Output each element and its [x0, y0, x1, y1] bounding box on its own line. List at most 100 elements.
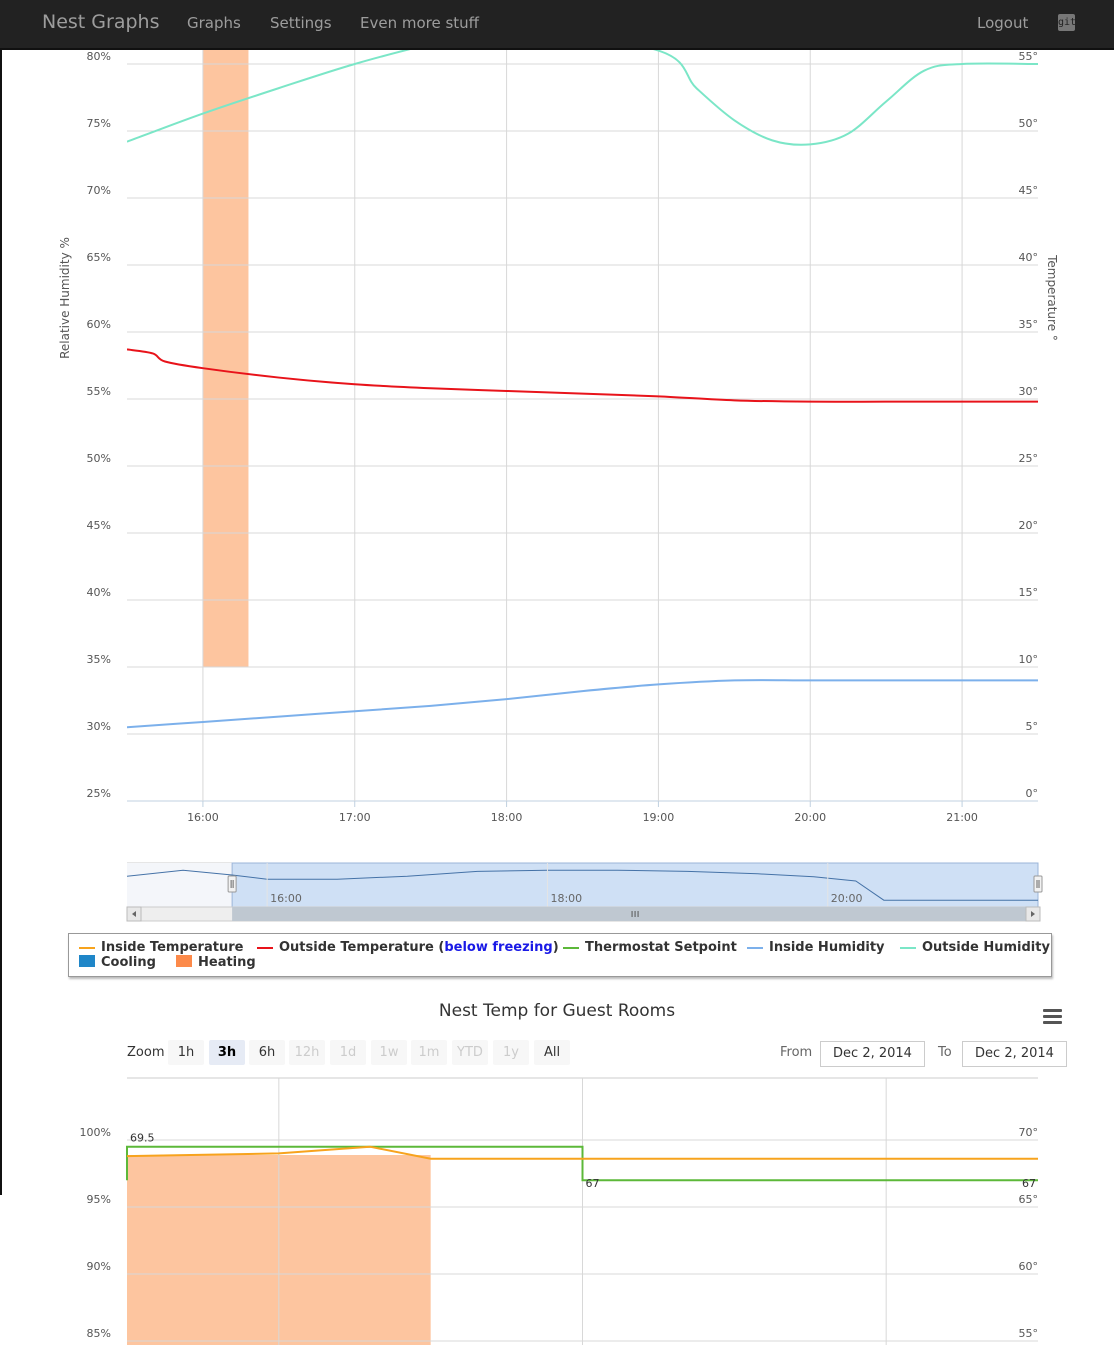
navigator-series	[126, 869, 1038, 901]
below-freezing-link[interactable]: below freezing	[444, 940, 553, 955]
git-icon[interactable]: git	[1058, 14, 1076, 31]
nav-graphs[interactable]: Graphs	[187, 14, 241, 32]
zoom-button-1y: 1y	[493, 1040, 529, 1065]
legend-heating[interactable]: Heating	[176, 955, 256, 970]
zoom-button-1d: 1d	[330, 1040, 366, 1065]
swatch-cooling	[79, 955, 95, 967]
y-right-tick-0: 55°	[1019, 50, 1039, 63]
swatch-thermostat-setpoint	[563, 946, 579, 949]
legend-outside-humidity[interactable]: Outside Humidity	[900, 940, 1050, 955]
navbar: Nest Graphs Graphs Settings Even more st…	[0, 0, 1114, 50]
chart2-y-left-tick-1: 95%	[87, 1193, 111, 1206]
navigator-handle-1[interactable]	[1033, 875, 1043, 893]
chevron-left-icon	[132, 911, 136, 917]
series-outside-humidity	[127, 50, 1038, 146]
swatch-inside-humidity	[747, 946, 763, 949]
y-right-tick-1: 50°	[1019, 117, 1039, 130]
y-left-tick-4: 60%	[87, 318, 111, 331]
navigator: 16:00 18:00 20:00	[126, 862, 1043, 922]
zoom-button-all[interactable]: All	[534, 1040, 570, 1065]
x-tick-5: 21:00	[946, 811, 978, 824]
main-chart: 80% 55° 75% 50° 70% 45° 65% 40° 60% 35° 55% 30° 50% 2…	[58, 50, 1059, 824]
y-right-tick-3: 40°	[1019, 251, 1039, 264]
legend-cooling[interactable]: Cooling	[79, 955, 156, 970]
y-left-tick-9: 35%	[87, 653, 111, 666]
zoom-button-6h[interactable]: 6h	[249, 1040, 285, 1065]
y-right-tick-9: 10°	[1019, 653, 1039, 666]
zoom-button-1h[interactable]: 1h	[168, 1040, 204, 1065]
to-label: To	[938, 1045, 952, 1060]
chevron-right-icon	[1031, 911, 1035, 917]
zoom-button-3h[interactable]: 3h	[209, 1040, 245, 1065]
y-left-tick-3: 65%	[87, 251, 111, 264]
series-inside-humidity	[127, 679, 1038, 729]
legend-inside-humidity[interactable]: Inside Humidity	[747, 940, 885, 955]
swatch-inside-temperature	[79, 946, 95, 949]
zoom-button-12h: 12h	[289, 1040, 325, 1065]
nav-even-more-stuff[interactable]: Even more stuff	[360, 14, 480, 32]
brand-link[interactable]: Nest Graphs	[42, 11, 160, 33]
y-right-tick-7: 20°	[1019, 519, 1039, 532]
x-tick-4: 20:00	[794, 811, 826, 824]
y-right-axis-title: Temperature °	[1045, 254, 1059, 341]
chart2-y-right-tick-0: 70°	[1019, 1126, 1039, 1139]
heating-band-0	[202, 50, 249, 667]
chart2-y-right-tick-2: 60°	[1019, 1260, 1039, 1273]
y-left-tick-10: 30%	[87, 720, 111, 733]
legend-outside-temperature[interactable]: Outside Temperature (below freezing)	[257, 940, 559, 955]
nav-logout[interactable]: Logout	[977, 14, 1029, 32]
chart2-series-inside-temperature	[126, 1145, 1038, 1160]
from-label: From	[780, 1045, 813, 1060]
legend-inside-temperature[interactable]: Inside Temperature	[79, 940, 243, 955]
chart2-y-right-tick-3: 55°	[1019, 1327, 1039, 1340]
zoom-button-1m: 1m	[411, 1040, 447, 1065]
chart2-y-right-tick-1: 65°	[1019, 1193, 1039, 1206]
chart2-y-left-tick-0: 100%	[80, 1126, 111, 1139]
navigator-unselected	[127, 863, 233, 907]
y-right-tick-10: 5°	[1026, 720, 1039, 733]
x-tick-3: 19:00	[643, 811, 675, 824]
y-left-tick-8: 40%	[87, 586, 111, 599]
y-left-tick-1: 75%	[87, 117, 111, 130]
zoom-label: Zoom	[127, 1045, 165, 1060]
x-tick-2: 18:00	[491, 811, 523, 824]
chart2-series-thermostat-setpoint	[126, 1145, 1038, 1182]
y-right-tick-8: 15°	[1019, 586, 1039, 599]
nav-settings[interactable]: Settings	[270, 14, 332, 32]
legend-thermostat-setpoint[interactable]: Thermostat Setpoint	[563, 940, 737, 955]
y-left-tick-5: 55%	[87, 385, 111, 398]
y-right-tick-4: 35°	[1019, 318, 1039, 331]
chart2-title: Nest Temp for Guest Rooms	[438, 1001, 676, 1021]
y-left-tick-0: 80%	[87, 50, 111, 63]
y-left-tick-7: 45%	[87, 519, 111, 532]
series-outside-temperature	[127, 348, 1038, 403]
swatch-outside-humidity	[900, 946, 916, 949]
chart2-data-label-1: 67	[586, 1177, 600, 1190]
y-right-tick-6: 25°	[1019, 452, 1039, 465]
to-date-input[interactable]: Dec 2, 2014	[962, 1041, 1067, 1067]
left-border	[0, 50, 2, 1195]
y-right-tick-11: 0°	[1026, 787, 1039, 800]
y-left-axis-title: Relative Humidity %	[58, 237, 72, 359]
swatch-heating	[176, 955, 192, 967]
chart2-data-label-0: 69.5	[130, 1132, 155, 1145]
from-date-input[interactable]: Dec 2, 2014	[820, 1041, 925, 1067]
chart2-data-label-2: 67	[1022, 1177, 1036, 1190]
navigator-handle-0[interactable]	[227, 875, 237, 893]
x-tick-1: 17:00	[339, 811, 371, 824]
guest-rooms-chart: 100% 70° 95% 65° 90% 60° 85% 55° 69.5 67 67	[80, 1077, 1039, 1345]
y-left-tick-11: 25%	[87, 787, 111, 800]
zoom-button-1w: 1w	[371, 1040, 407, 1065]
legend: Inside Temperature Outside Temperature (…	[68, 933, 1052, 977]
y-right-tick-2: 45°	[1019, 184, 1039, 197]
menu-icon[interactable]	[1043, 1009, 1062, 1025]
chart2-y-left-tick-3: 85%	[87, 1327, 111, 1340]
swatch-outside-temperature	[257, 946, 273, 949]
zoom-button-ytd: YTD	[452, 1040, 488, 1065]
y-left-tick-2: 70%	[87, 184, 111, 197]
y-right-tick-5: 30°	[1019, 385, 1039, 398]
navigator-tick-2: 20:00	[831, 892, 863, 905]
navigator-tick-0: 16:00	[270, 892, 302, 905]
y-left-tick-6: 50%	[87, 452, 111, 465]
navigator-tick-1: 18:00	[550, 892, 582, 905]
